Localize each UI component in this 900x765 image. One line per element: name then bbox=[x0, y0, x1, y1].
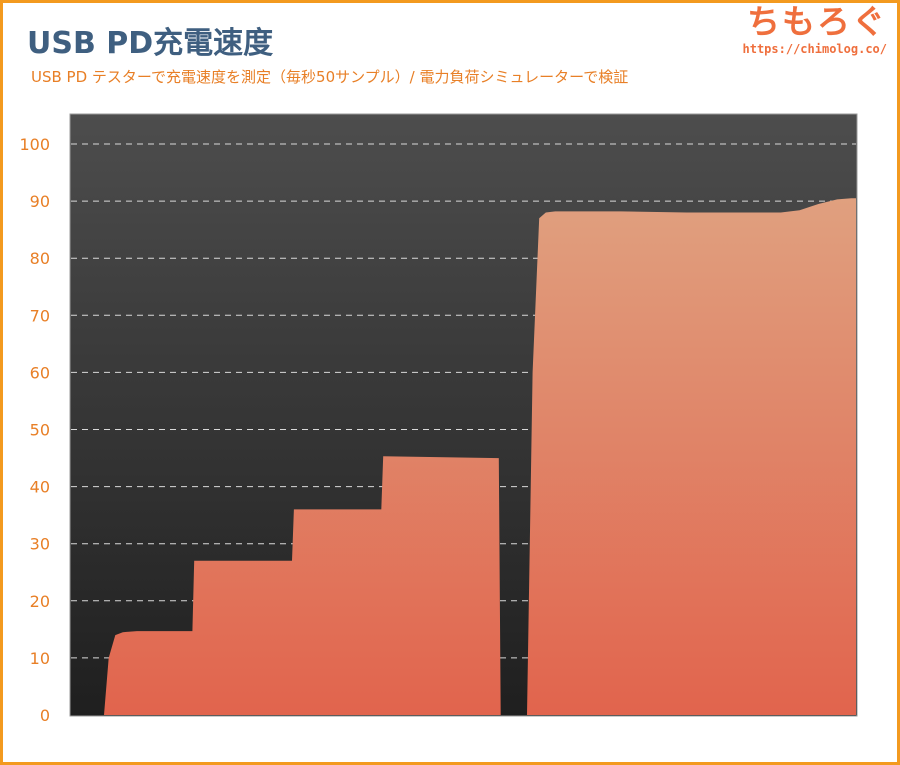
logo-url: https://chimolog.co/ bbox=[742, 42, 888, 56]
y-tick-label-100: 100 bbox=[19, 135, 50, 154]
chart-title: USB PD充電速度 bbox=[27, 26, 274, 61]
y-tick-label-80: 80 bbox=[30, 249, 50, 268]
y-tick-label-10: 10 bbox=[30, 649, 50, 668]
y-tick-label-20: 20 bbox=[30, 592, 50, 611]
y-axis-ticks: 0 10 20 30 40 50 60 70 80 90 100 bbox=[19, 135, 50, 725]
y-tick-label-70: 70 bbox=[30, 306, 50, 325]
y-tick-label-50: 50 bbox=[30, 421, 50, 440]
chart-subtitle: USB PD テスターで充電速度を測定（毎秒50サンプル）/ 電力負荷シミュレー… bbox=[31, 68, 629, 86]
y-tick-label-60: 60 bbox=[30, 363, 50, 382]
y-tick-label-0: 0 bbox=[40, 706, 50, 725]
site-logo: ちもろぐ https://chimolog.co/ bbox=[743, 2, 888, 56]
logo-text: ちもろぐ bbox=[747, 2, 887, 41]
y-tick-label-90: 90 bbox=[30, 192, 50, 211]
series-area bbox=[104, 198, 856, 715]
y-tick-label-40: 40 bbox=[30, 478, 50, 497]
y-tick-label-30: 30 bbox=[30, 535, 50, 554]
